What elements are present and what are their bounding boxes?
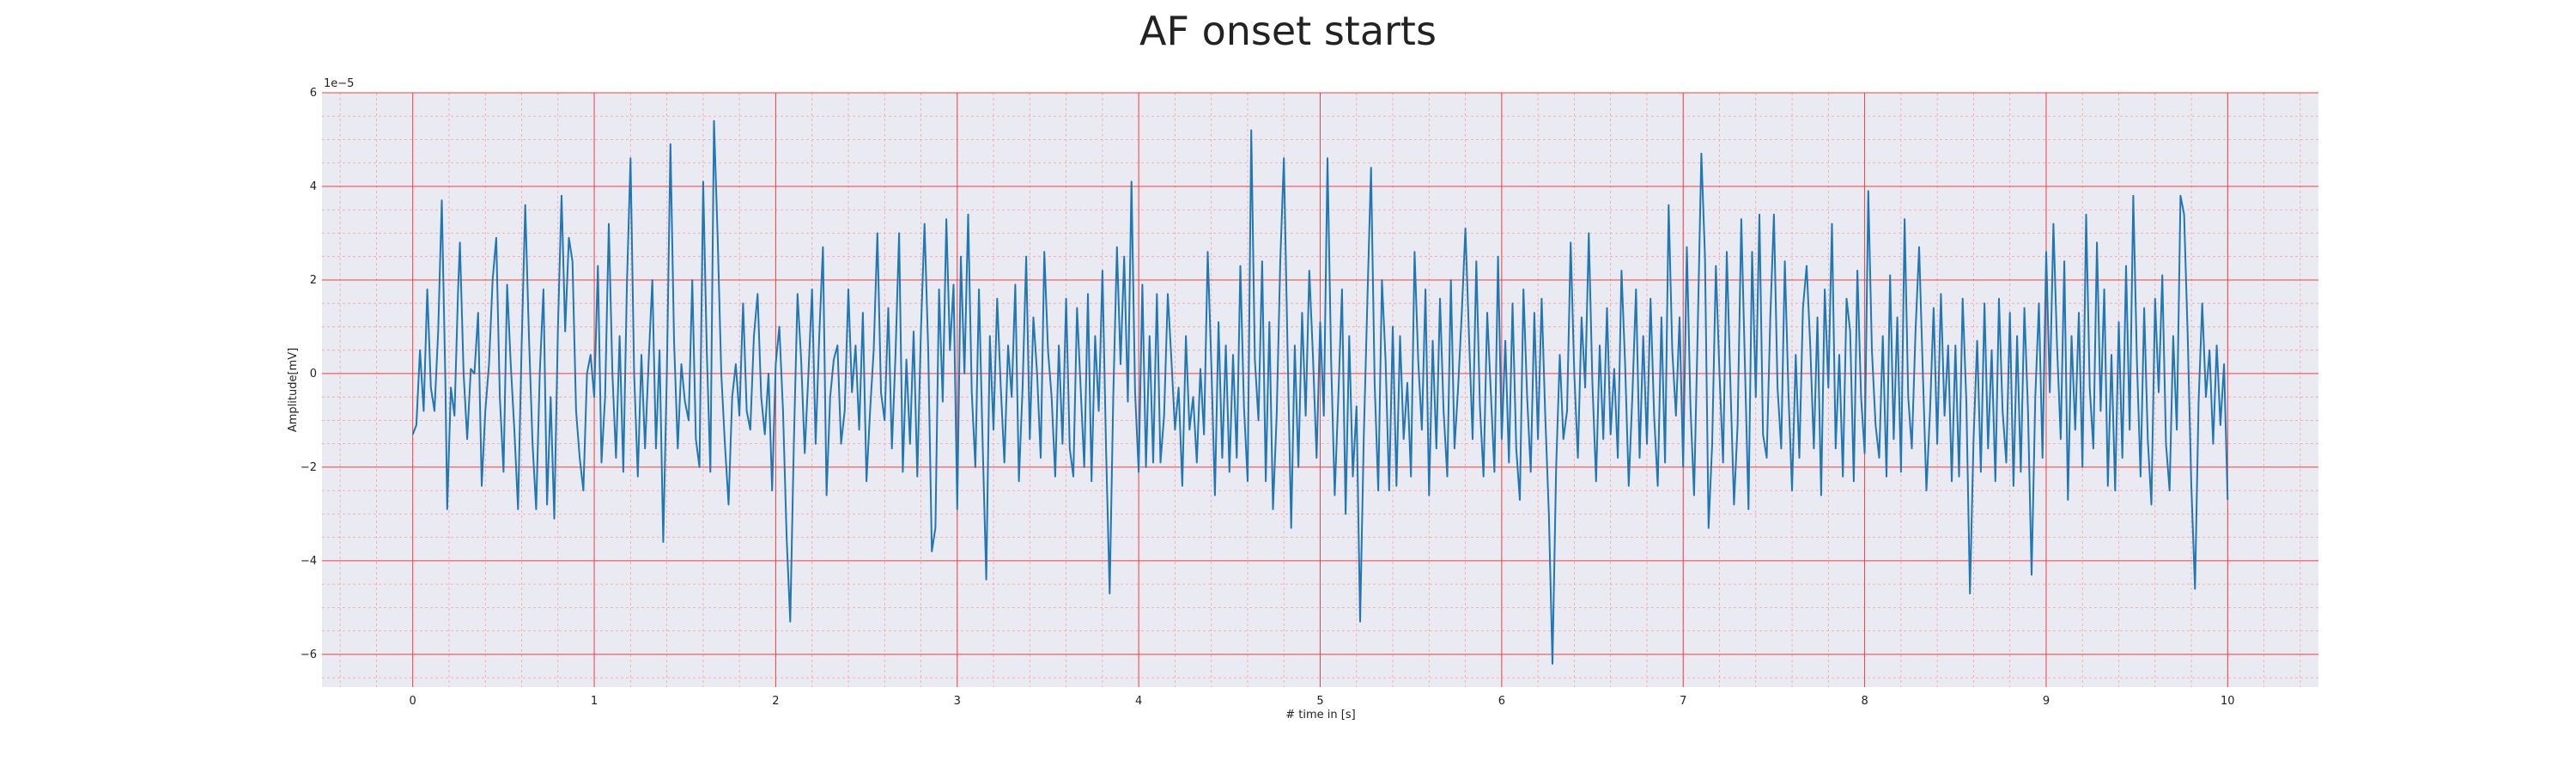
x-tick-label: 10 xyxy=(2221,695,2235,708)
x-tick-label: 9 xyxy=(2043,695,2050,708)
y-axis-label: Amplitude[mV] xyxy=(287,348,300,432)
y-tick-label: 0 xyxy=(310,368,317,380)
x-tick-label: 7 xyxy=(1680,695,1686,708)
x-tick-label: 0 xyxy=(410,695,416,708)
x-tick-label: 4 xyxy=(1135,695,1142,708)
x-tick-label: 8 xyxy=(1861,695,1868,708)
x-axis-label: # time in [s] xyxy=(1285,709,1355,721)
y-tick-label: 6 xyxy=(310,87,317,100)
x-tick-label: 2 xyxy=(772,695,779,708)
signal-line xyxy=(411,119,2229,665)
y-tick-label: 4 xyxy=(310,180,317,193)
x-tick-label: 6 xyxy=(1498,695,1505,708)
x-tick-label: 1 xyxy=(591,695,598,708)
x-tick-label: 5 xyxy=(1316,695,1323,708)
y-tick-label: −4 xyxy=(301,555,317,568)
y-axis-ticks: −6 −4 −2 0 2 4 6 xyxy=(301,87,317,661)
major-grid xyxy=(322,92,2318,687)
chart-title: AF onset starts xyxy=(1139,8,1437,54)
y-tick-label: 2 xyxy=(310,274,317,287)
y-tick-label: −6 xyxy=(301,648,317,661)
y-tick-label: −2 xyxy=(301,461,317,474)
x-tick-label: 3 xyxy=(954,695,961,708)
y-axis-offset-label: 1e−5 xyxy=(324,77,354,90)
x-axis-ticks: 0 1 2 3 4 5 6 7 8 9 10 xyxy=(410,695,2235,708)
